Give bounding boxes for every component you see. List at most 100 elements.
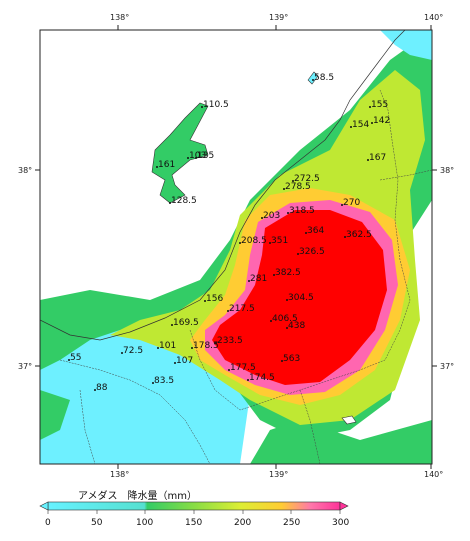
station-label: 72.5 <box>123 346 143 356</box>
station-dot <box>292 180 294 182</box>
station-label: 155 <box>371 100 388 110</box>
right-lat-38: 38° <box>440 166 455 175</box>
left-lat-38: 38° <box>18 166 33 175</box>
station-dot <box>204 300 206 302</box>
station-dot <box>247 379 249 381</box>
station-label: 107 <box>176 356 193 366</box>
colorbar-label-100: 100 <box>136 518 154 528</box>
contour-red <box>212 210 387 385</box>
station-label: 326.5 <box>299 247 325 257</box>
station-dot <box>261 217 263 219</box>
top-lon-139: 139° <box>269 13 289 22</box>
station-dot <box>286 327 288 329</box>
station-label: 55 <box>70 353 81 363</box>
station-label: 351 <box>271 236 288 246</box>
station-label: 88 <box>96 383 108 393</box>
station-dot <box>187 157 189 159</box>
contour-cyan-ne <box>380 30 432 60</box>
station-label: 128.5 <box>171 196 197 206</box>
sado-island <box>151 102 209 204</box>
station-label: 278.5 <box>285 182 311 192</box>
station-label: 167 <box>369 153 386 163</box>
top-lon-140: 140° <box>424 13 444 22</box>
station-dot <box>201 106 203 108</box>
station-dot <box>281 360 283 362</box>
map-frame <box>39 29 433 465</box>
station-dot <box>286 299 288 301</box>
colorbar-label-0: 0 <box>45 518 51 528</box>
station-label: 270 <box>343 198 360 208</box>
station-label: 110.5 <box>203 100 229 110</box>
station-label: 174.5 <box>249 373 275 383</box>
station-dot <box>369 106 371 108</box>
station-dot <box>156 166 158 168</box>
colorbar <box>47 501 341 511</box>
boundary-5 <box>79 389 96 464</box>
station-label: 178.5 <box>193 341 219 351</box>
station-label: 169.5 <box>173 318 199 328</box>
contour-green-se <box>250 420 432 464</box>
station-label: 406.5 <box>272 314 298 324</box>
station-label: 83.5 <box>154 376 174 386</box>
station-label: 233.5 <box>217 336 243 346</box>
station-dot <box>157 347 159 349</box>
awashima-island <box>307 71 319 85</box>
station-dot <box>283 188 285 190</box>
station-label: 272.5 <box>294 174 320 184</box>
station-label: 101 <box>159 341 176 351</box>
station-label: 563 <box>283 354 300 364</box>
bottom-lon-140: 140° <box>424 470 444 479</box>
colorbar-label-300: 300 <box>332 518 350 528</box>
station-dot <box>152 382 154 384</box>
station-dot <box>228 369 230 371</box>
small-lake <box>341 415 357 425</box>
boundary-3 <box>379 169 432 181</box>
left-lat-37: 37° <box>18 362 33 371</box>
colorbar-arrow-left <box>39 501 49 511</box>
station-label: 318.5 <box>289 206 315 216</box>
station-label: 438 <box>288 321 305 331</box>
station-dot <box>344 236 346 238</box>
station-label: 281 <box>250 274 267 284</box>
boundary-4 <box>299 389 321 464</box>
colorbar-label-250: 250 <box>283 518 301 528</box>
station-dot <box>215 342 217 344</box>
bottom-lon-139: 139° <box>269 470 289 479</box>
station-dot <box>305 232 307 234</box>
station-label: 156 <box>206 294 223 304</box>
right-lat-37: 37° <box>440 362 455 371</box>
station-dot <box>367 159 369 161</box>
station-dot <box>94 389 96 391</box>
station-dot <box>341 204 343 206</box>
station-dot <box>297 253 299 255</box>
station-dot <box>239 242 241 244</box>
station-dot <box>350 126 352 128</box>
contour-green-sw <box>40 390 70 440</box>
boundary-1 <box>189 89 411 411</box>
station-label: 382.5 <box>275 268 301 278</box>
station-dot <box>195 157 197 159</box>
station-dot <box>269 242 271 244</box>
station-label: 304.5 <box>288 293 314 303</box>
station-dot <box>371 122 373 124</box>
station-dot <box>174 362 176 364</box>
station-label: 58.5 <box>314 73 334 83</box>
station-dot <box>287 212 289 214</box>
legend-title: アメダス 降水量（mm） <box>78 491 197 502</box>
colorbar-label-50: 50 <box>91 518 103 528</box>
station-label: 135 <box>197 151 214 161</box>
station-dot <box>273 274 275 276</box>
station-label: 177.5 <box>230 363 256 373</box>
station-dot <box>171 324 173 326</box>
colorbar-ticks <box>47 510 341 514</box>
station-label: 364 <box>307 226 324 236</box>
station-label: 142 <box>373 116 390 126</box>
station-label: 203 <box>263 211 280 221</box>
station-label: 161 <box>158 160 175 170</box>
station-dot <box>270 320 272 322</box>
station-dot <box>312 79 314 81</box>
station-dot <box>248 280 250 282</box>
station-label: 208.5 <box>241 236 267 246</box>
